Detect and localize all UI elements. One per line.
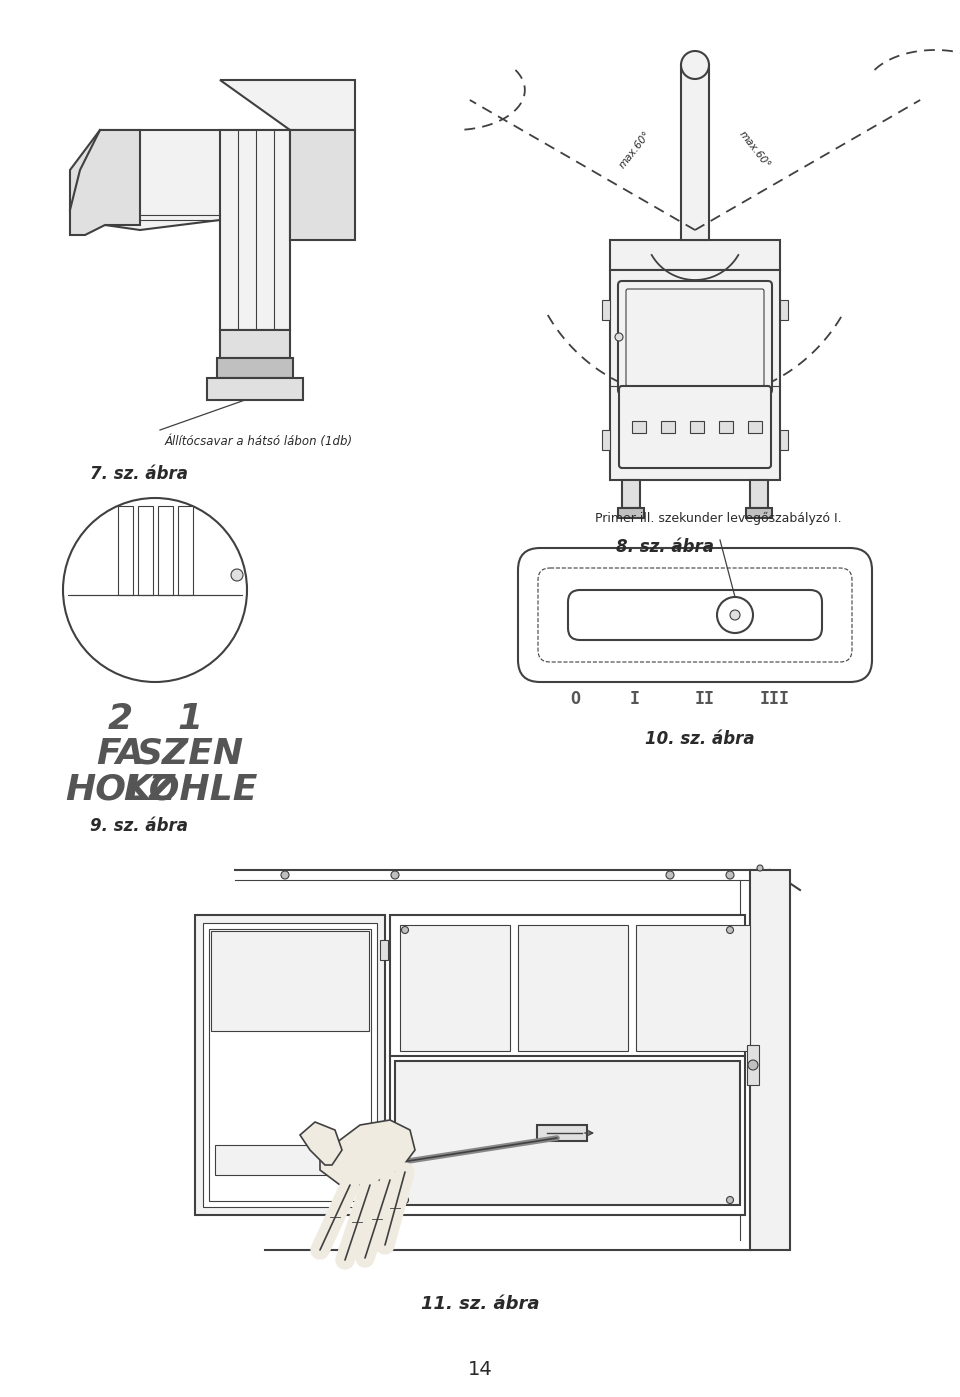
- Text: 10. sz. ábra: 10. sz. ábra: [645, 731, 755, 747]
- Ellipse shape: [681, 52, 709, 80]
- Bar: [118, 506, 133, 595]
- Bar: [380, 940, 388, 960]
- Bar: [750, 870, 790, 1250]
- Bar: [746, 509, 772, 518]
- Bar: [395, 1060, 740, 1206]
- Bar: [158, 506, 173, 595]
- Bar: [211, 930, 369, 1031]
- Bar: [747, 1045, 759, 1085]
- Bar: [390, 915, 745, 1215]
- Bar: [632, 420, 646, 433]
- Text: 11. sz. ábra: 11. sz. ábra: [420, 1295, 540, 1313]
- Text: max.60°: max.60°: [737, 130, 773, 170]
- Text: KOHLE: KOHLE: [123, 773, 257, 806]
- Bar: [220, 130, 290, 330]
- Text: 14: 14: [468, 1361, 492, 1379]
- Text: Állítócsavar a hátsó lábon (1db): Állítócsavar a hátsó lábon (1db): [165, 434, 353, 448]
- FancyBboxPatch shape: [619, 386, 771, 468]
- FancyBboxPatch shape: [618, 281, 772, 394]
- Text: I: I: [630, 690, 640, 708]
- Circle shape: [63, 497, 247, 682]
- Text: 9. sz. ábra: 9. sz. ábra: [90, 817, 188, 835]
- Bar: [602, 300, 610, 320]
- Circle shape: [748, 1060, 758, 1070]
- Polygon shape: [100, 130, 290, 231]
- Bar: [537, 1125, 587, 1141]
- Bar: [780, 430, 788, 450]
- Bar: [400, 925, 510, 1051]
- Text: 7. sz. ábra: 7. sz. ábra: [90, 465, 188, 483]
- Bar: [780, 300, 788, 320]
- Text: II: II: [695, 690, 715, 708]
- Text: SZEN: SZEN: [136, 738, 244, 771]
- Circle shape: [401, 926, 409, 933]
- Text: max.60°: max.60°: [617, 130, 653, 170]
- Bar: [178, 506, 193, 595]
- Text: III: III: [760, 690, 790, 708]
- Circle shape: [757, 865, 763, 870]
- Circle shape: [727, 1196, 733, 1203]
- Bar: [220, 330, 290, 358]
- Circle shape: [717, 597, 753, 633]
- Polygon shape: [220, 80, 355, 130]
- Circle shape: [727, 926, 733, 933]
- Bar: [215, 1146, 365, 1175]
- Bar: [690, 420, 704, 433]
- Text: O: O: [570, 690, 580, 708]
- Bar: [610, 240, 780, 270]
- Bar: [207, 379, 303, 400]
- Bar: [622, 481, 640, 509]
- Text: HOLZ: HOLZ: [65, 773, 175, 806]
- Bar: [661, 420, 675, 433]
- Text: 1: 1: [178, 703, 203, 736]
- Bar: [636, 925, 750, 1051]
- Bar: [195, 915, 385, 1215]
- Bar: [203, 923, 377, 1207]
- Circle shape: [281, 870, 289, 879]
- Circle shape: [401, 1196, 409, 1203]
- Bar: [681, 66, 709, 240]
- Bar: [750, 481, 768, 509]
- Circle shape: [231, 569, 243, 581]
- Bar: [518, 925, 628, 1051]
- Circle shape: [666, 870, 674, 879]
- Circle shape: [726, 870, 734, 879]
- Bar: [138, 506, 153, 595]
- Polygon shape: [300, 1122, 342, 1165]
- Text: Primer ill. szekunder levegőszabályzó I.: Primer ill. szekunder levegőszabályzó I.: [595, 511, 842, 525]
- FancyBboxPatch shape: [518, 548, 872, 682]
- Bar: [618, 509, 644, 518]
- Polygon shape: [320, 1120, 415, 1185]
- Bar: [380, 1171, 388, 1190]
- Polygon shape: [70, 130, 140, 235]
- Bar: [290, 130, 355, 240]
- Text: FA: FA: [96, 738, 144, 771]
- Circle shape: [615, 332, 623, 341]
- Circle shape: [730, 610, 740, 620]
- Text: 2: 2: [108, 703, 132, 736]
- Bar: [602, 430, 610, 450]
- Circle shape: [391, 870, 399, 879]
- Bar: [748, 420, 762, 433]
- Text: 8. sz. ábra: 8. sz. ábra: [616, 538, 714, 556]
- Bar: [209, 929, 371, 1201]
- Bar: [719, 420, 733, 433]
- Bar: [610, 270, 780, 481]
- Bar: [217, 358, 293, 379]
